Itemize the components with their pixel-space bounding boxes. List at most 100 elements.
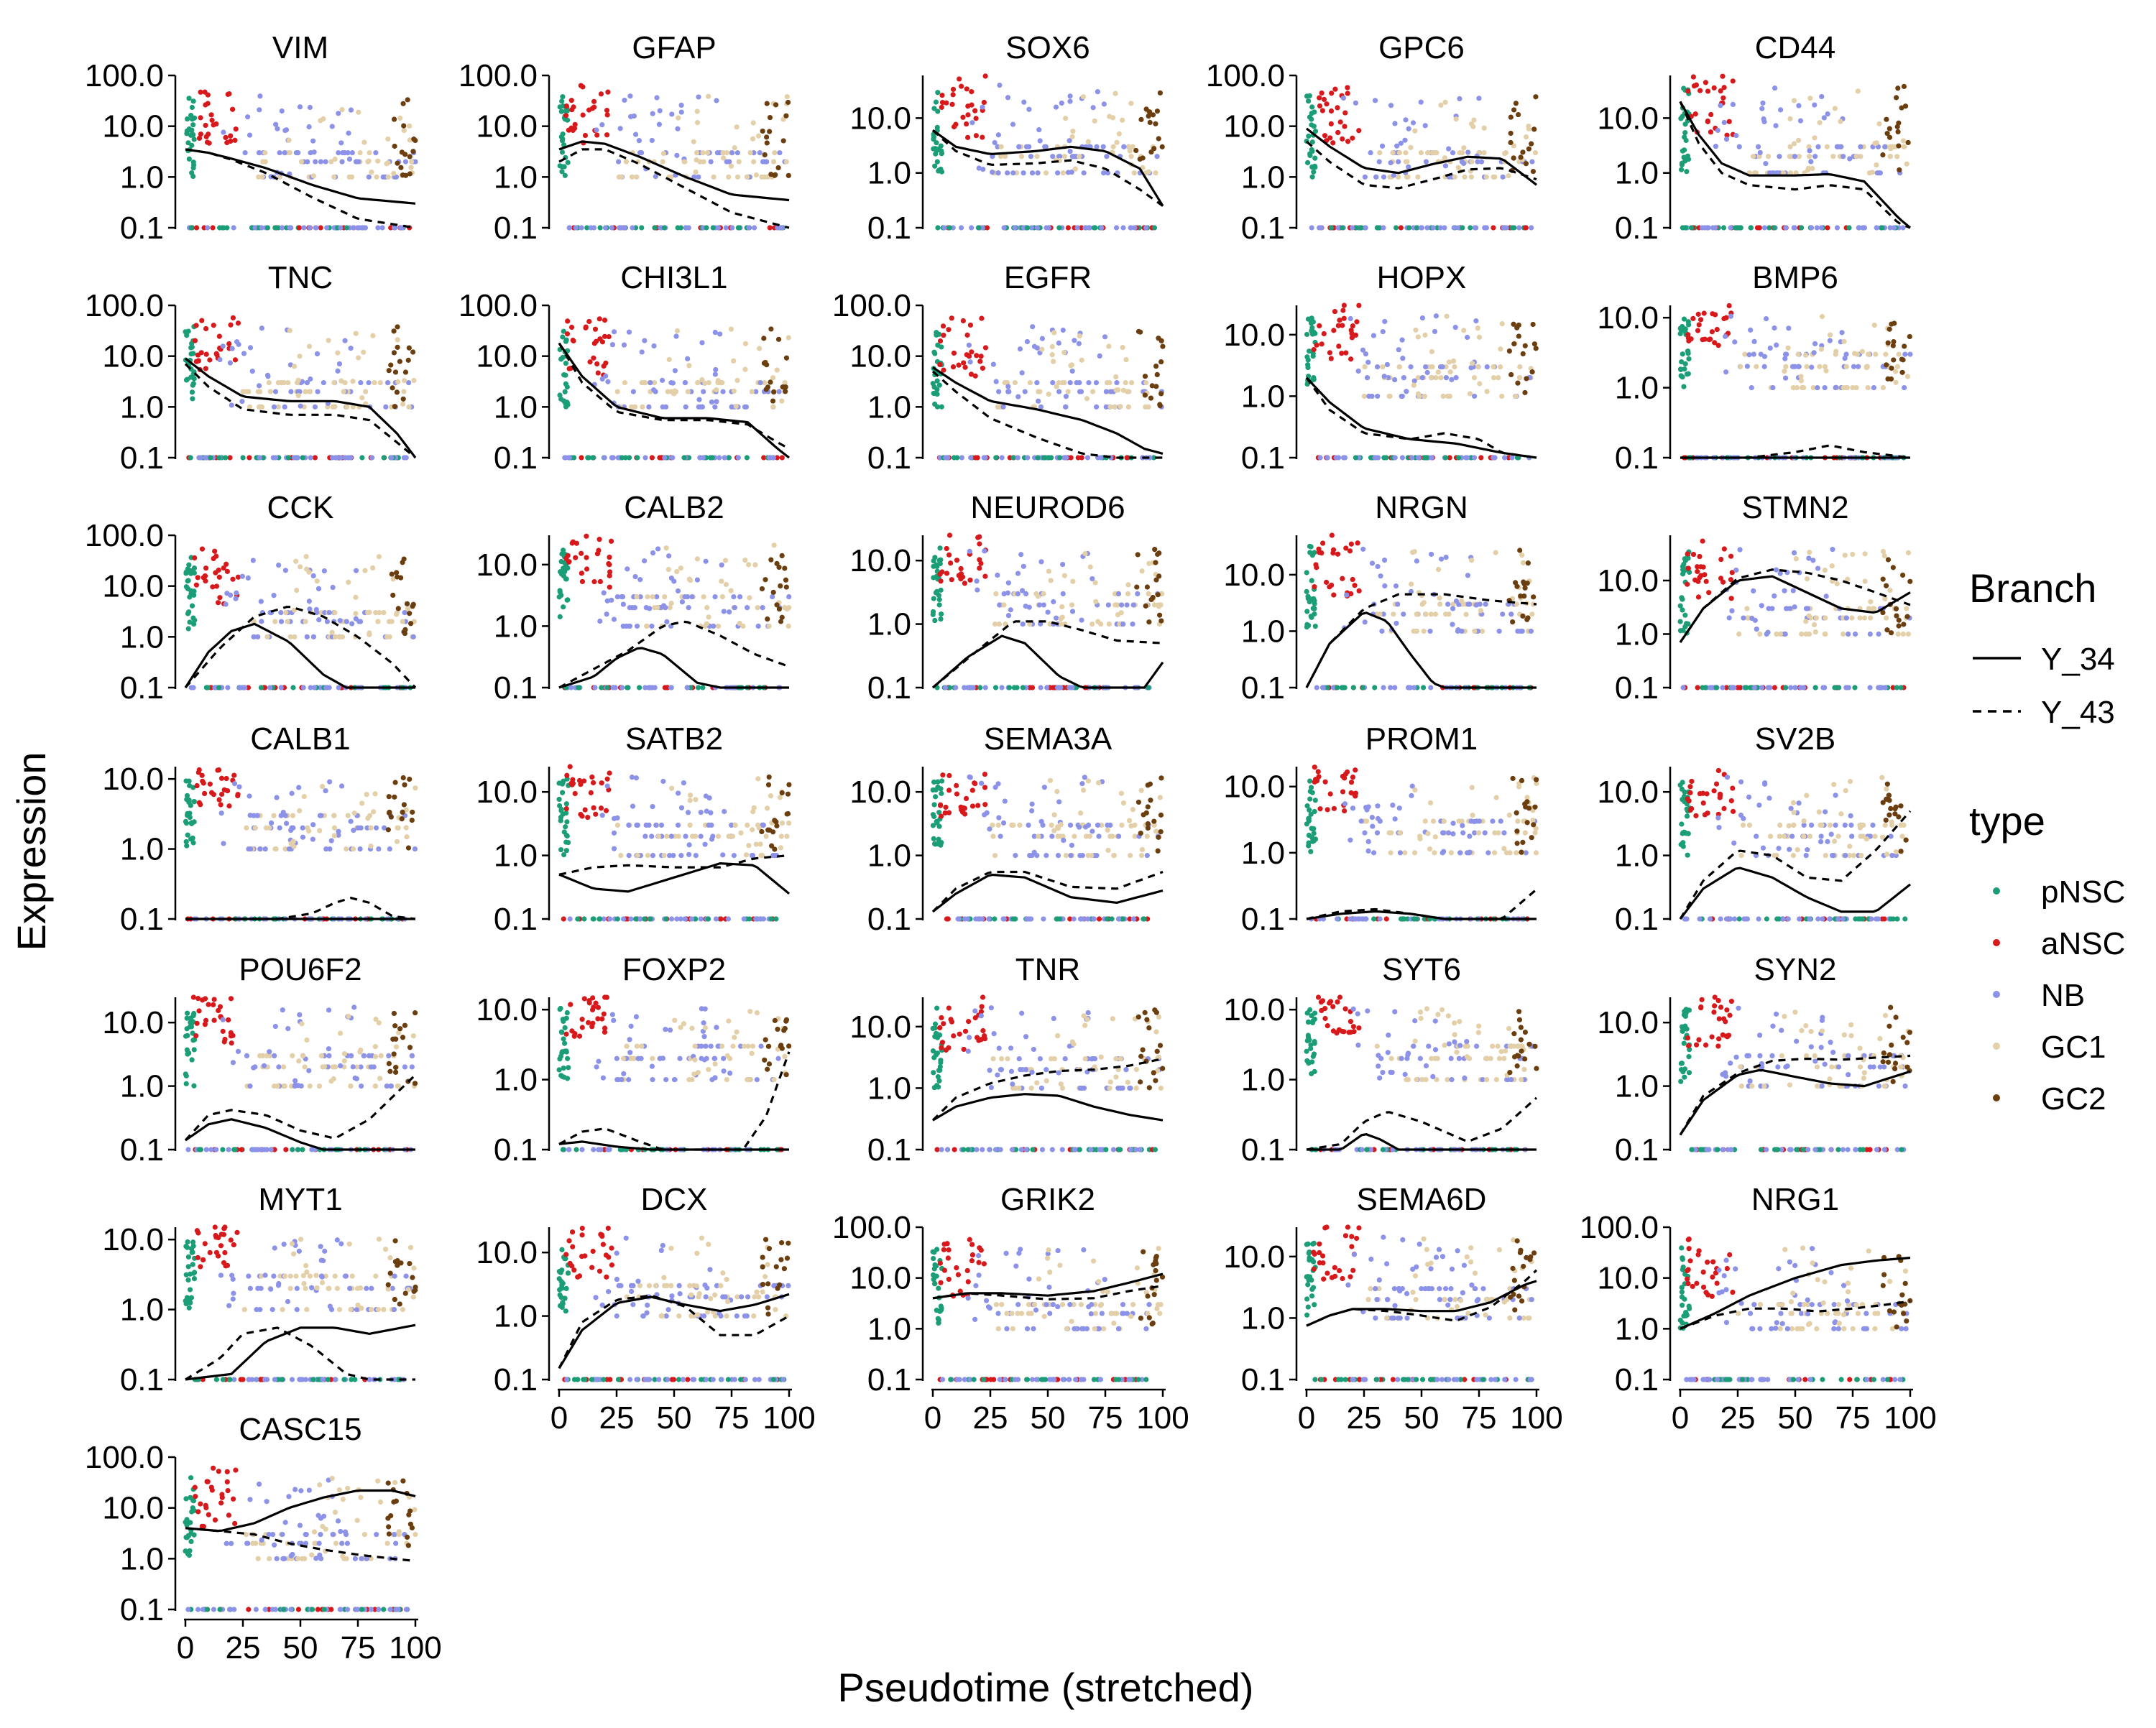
cell-point — [1304, 332, 1309, 337]
cell-point — [932, 402, 937, 407]
cell-point — [1069, 843, 1074, 848]
cell-point — [331, 380, 336, 385]
cell-point — [1757, 632, 1762, 637]
cell-point — [975, 803, 980, 808]
cell-point — [724, 150, 729, 155]
cell-point — [937, 545, 942, 550]
cell-point — [965, 112, 970, 117]
cell-point — [1050, 380, 1055, 385]
cell-point — [1422, 629, 1427, 634]
cell-point — [722, 609, 727, 614]
cell-point — [560, 94, 565, 99]
cell-point — [1023, 389, 1028, 394]
cell-point — [1097, 916, 1102, 921]
cell-point — [1025, 339, 1030, 344]
cell-point — [982, 574, 987, 579]
cell-point — [603, 374, 608, 379]
cell-point — [1412, 549, 1417, 554]
cell-point — [265, 225, 270, 230]
cell-point — [719, 563, 724, 568]
cell-point — [771, 389, 776, 394]
cell-point — [344, 225, 349, 230]
cell-point — [1884, 362, 1889, 367]
cell-point — [1055, 170, 1060, 175]
cell-point — [594, 361, 599, 366]
cell-point — [1533, 150, 1538, 155]
cell-point — [567, 455, 572, 460]
cell-point — [387, 846, 392, 851]
cell-point — [1723, 369, 1728, 374]
cell-point — [405, 97, 410, 102]
cell-point — [1841, 339, 1846, 344]
cell-point — [391, 171, 396, 176]
y-tick-label: 10.0 — [102, 569, 164, 604]
cell-point — [1759, 106, 1764, 111]
cell-point — [1392, 685, 1397, 690]
cell-point — [311, 573, 316, 578]
cell-point — [637, 138, 642, 143]
cell-point — [785, 94, 790, 99]
cell-point — [1312, 164, 1317, 169]
cell-point — [767, 455, 772, 460]
cell-point — [190, 122, 195, 127]
cell-point — [565, 384, 570, 389]
y-tick-label: 1.0 — [1241, 379, 1285, 414]
cell-point — [1501, 831, 1506, 836]
cell-point — [1792, 225, 1797, 230]
cell-point — [583, 133, 588, 138]
cell-point — [719, 578, 724, 583]
cell-point — [327, 610, 332, 615]
cell-point — [687, 577, 692, 582]
cell-point — [1148, 597, 1153, 602]
cell-point — [219, 792, 224, 797]
cell-point — [666, 567, 671, 572]
cell-point — [1680, 607, 1685, 612]
cell-point — [564, 819, 569, 824]
cell-point — [1886, 341, 1891, 346]
cell-point — [959, 566, 964, 571]
cell-point — [1425, 831, 1430, 836]
y-tick-label: 10.0 — [849, 101, 911, 136]
cell-point — [1853, 385, 1858, 390]
cell-point — [783, 114, 788, 119]
cell-point — [1894, 154, 1899, 159]
cell-point — [627, 605, 632, 610]
cell-point — [563, 824, 568, 829]
cell-point — [612, 831, 617, 836]
cell-point — [1692, 578, 1697, 583]
cell-point — [1852, 351, 1857, 356]
cell-point — [713, 371, 718, 376]
cell-point — [1835, 225, 1840, 230]
cell-points — [931, 532, 1165, 690]
cell-point — [598, 579, 603, 584]
cell-point — [1703, 685, 1708, 690]
cell-point — [1382, 583, 1387, 588]
cell-point — [1368, 150, 1373, 155]
cell-point — [648, 916, 653, 921]
cell-point — [257, 389, 262, 394]
cell-point — [1451, 359, 1456, 364]
cell-point — [1490, 818, 1495, 823]
cell-point — [1146, 170, 1151, 175]
cell-point — [620, 594, 625, 599]
cell-point — [186, 328, 191, 333]
cell-point — [1441, 394, 1446, 399]
cell-point — [1135, 591, 1140, 596]
cell-point — [1851, 364, 1856, 369]
cell-point — [663, 405, 668, 410]
cell-point — [1416, 334, 1421, 339]
cell-point — [359, 455, 364, 460]
cell-point — [776, 565, 781, 570]
cell-point — [1689, 225, 1694, 230]
cell-point — [693, 797, 698, 802]
cell-point — [696, 397, 701, 402]
cell-point — [630, 804, 635, 809]
cell-point — [257, 846, 262, 851]
y-tick-label: 1.0 — [120, 389, 164, 425]
cell-point — [1479, 159, 1484, 164]
cell-point — [637, 685, 642, 690]
cell-point — [1069, 134, 1074, 139]
cell-point — [1476, 96, 1481, 101]
cell-point — [645, 853, 650, 858]
cell-point — [224, 776, 229, 781]
